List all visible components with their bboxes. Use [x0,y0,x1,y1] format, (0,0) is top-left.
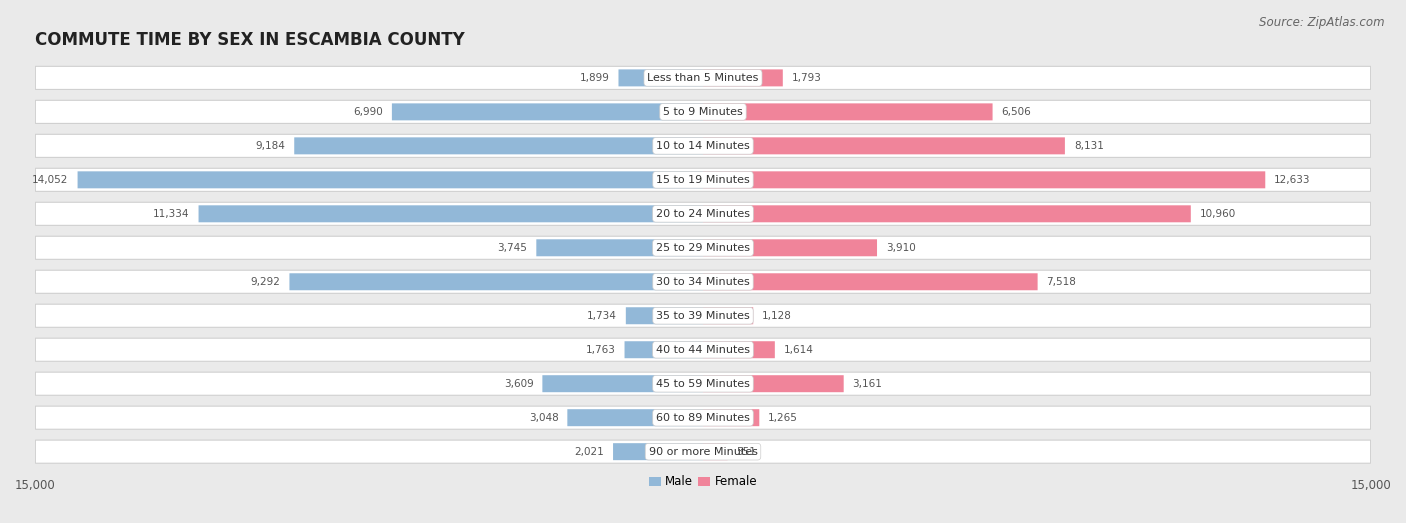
Text: 20 to 24 Minutes: 20 to 24 Minutes [657,209,749,219]
FancyBboxPatch shape [626,307,703,324]
FancyBboxPatch shape [35,270,1371,293]
Text: 9,292: 9,292 [250,277,281,287]
Text: Source: ZipAtlas.com: Source: ZipAtlas.com [1260,16,1385,29]
Text: 1,899: 1,899 [579,73,610,83]
FancyBboxPatch shape [703,443,727,460]
FancyBboxPatch shape [392,104,703,120]
FancyBboxPatch shape [35,372,1371,395]
FancyBboxPatch shape [624,341,703,358]
FancyBboxPatch shape [35,338,1371,361]
Text: Less than 5 Minutes: Less than 5 Minutes [647,73,759,83]
FancyBboxPatch shape [198,206,703,222]
Text: 1,265: 1,265 [768,413,799,423]
FancyBboxPatch shape [35,236,1371,259]
FancyBboxPatch shape [35,100,1371,123]
Text: 6,990: 6,990 [353,107,382,117]
Text: 14,052: 14,052 [32,175,69,185]
Text: 12,633: 12,633 [1274,175,1310,185]
FancyBboxPatch shape [703,274,1038,290]
Text: 8,131: 8,131 [1074,141,1104,151]
Text: 1,793: 1,793 [792,73,821,83]
FancyBboxPatch shape [619,70,703,86]
Text: 6,506: 6,506 [1001,107,1031,117]
FancyBboxPatch shape [290,274,703,290]
FancyBboxPatch shape [703,138,1064,154]
FancyBboxPatch shape [35,134,1371,157]
Text: 40 to 44 Minutes: 40 to 44 Minutes [657,345,749,355]
FancyBboxPatch shape [35,66,1371,89]
Text: 3,161: 3,161 [852,379,883,389]
Text: 5 to 9 Minutes: 5 to 9 Minutes [664,107,742,117]
FancyBboxPatch shape [703,206,1191,222]
Text: 1,614: 1,614 [783,345,814,355]
Text: 45 to 59 Minutes: 45 to 59 Minutes [657,379,749,389]
FancyBboxPatch shape [294,138,703,154]
Text: 35 to 39 Minutes: 35 to 39 Minutes [657,311,749,321]
Text: 60 to 89 Minutes: 60 to 89 Minutes [657,413,749,423]
FancyBboxPatch shape [35,440,1371,463]
FancyBboxPatch shape [703,307,754,324]
FancyBboxPatch shape [703,172,1265,188]
Text: 30 to 34 Minutes: 30 to 34 Minutes [657,277,749,287]
FancyBboxPatch shape [543,375,703,392]
FancyBboxPatch shape [703,409,759,426]
Text: 3,910: 3,910 [886,243,915,253]
FancyBboxPatch shape [35,406,1371,429]
Text: 1,128: 1,128 [762,311,792,321]
FancyBboxPatch shape [703,341,775,358]
FancyBboxPatch shape [35,202,1371,225]
Text: 9,184: 9,184 [256,141,285,151]
Text: 25 to 29 Minutes: 25 to 29 Minutes [657,243,749,253]
Text: 7,518: 7,518 [1046,277,1077,287]
FancyBboxPatch shape [77,172,703,188]
Text: 3,745: 3,745 [498,243,527,253]
Text: 10 to 14 Minutes: 10 to 14 Minutes [657,141,749,151]
FancyBboxPatch shape [703,70,783,86]
FancyBboxPatch shape [703,104,993,120]
FancyBboxPatch shape [568,409,703,426]
Text: 551: 551 [737,447,756,457]
Text: 1,763: 1,763 [586,345,616,355]
FancyBboxPatch shape [613,443,703,460]
Text: 1,734: 1,734 [588,311,617,321]
Legend: Male, Female: Male, Female [644,471,762,493]
FancyBboxPatch shape [536,240,703,256]
Text: 2,021: 2,021 [575,447,605,457]
FancyBboxPatch shape [35,304,1371,327]
Text: 3,609: 3,609 [503,379,533,389]
Text: 11,334: 11,334 [153,209,190,219]
FancyBboxPatch shape [703,240,877,256]
Text: 15 to 19 Minutes: 15 to 19 Minutes [657,175,749,185]
Text: 10,960: 10,960 [1199,209,1236,219]
Text: COMMUTE TIME BY SEX IN ESCAMBIA COUNTY: COMMUTE TIME BY SEX IN ESCAMBIA COUNTY [35,31,465,49]
FancyBboxPatch shape [703,375,844,392]
Text: 90 or more Minutes: 90 or more Minutes [648,447,758,457]
FancyBboxPatch shape [35,168,1371,191]
Text: 3,048: 3,048 [529,413,558,423]
